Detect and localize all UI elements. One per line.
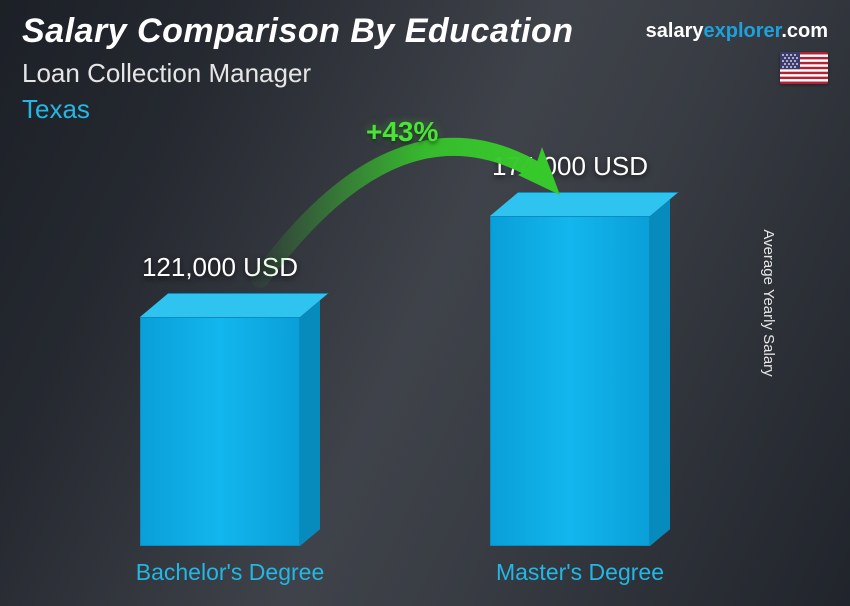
delta-arrow-icon xyxy=(60,150,770,546)
bar-category-label: Master's Degree xyxy=(450,559,710,586)
page-title: Salary Comparison By Education xyxy=(22,12,574,51)
region-label: Texas xyxy=(22,94,90,125)
bar-category-label: Bachelor's Degree xyxy=(100,559,360,586)
job-title: Loan Collection Manager xyxy=(22,58,311,89)
flag-icon xyxy=(780,52,828,84)
bar-chart: 121,000 USDBachelor's Degree174,000 USDM… xyxy=(60,150,770,546)
brand-logo: salaryexplorer.com xyxy=(646,20,828,43)
infographic-stage: Salary Comparison By Education Loan Coll… xyxy=(0,0,850,606)
brand-prefix: salary xyxy=(646,20,704,42)
brand-suffix: .com xyxy=(781,20,828,42)
delta-percent-label: +43% xyxy=(366,116,438,148)
brand-mid: explorer xyxy=(703,20,781,42)
